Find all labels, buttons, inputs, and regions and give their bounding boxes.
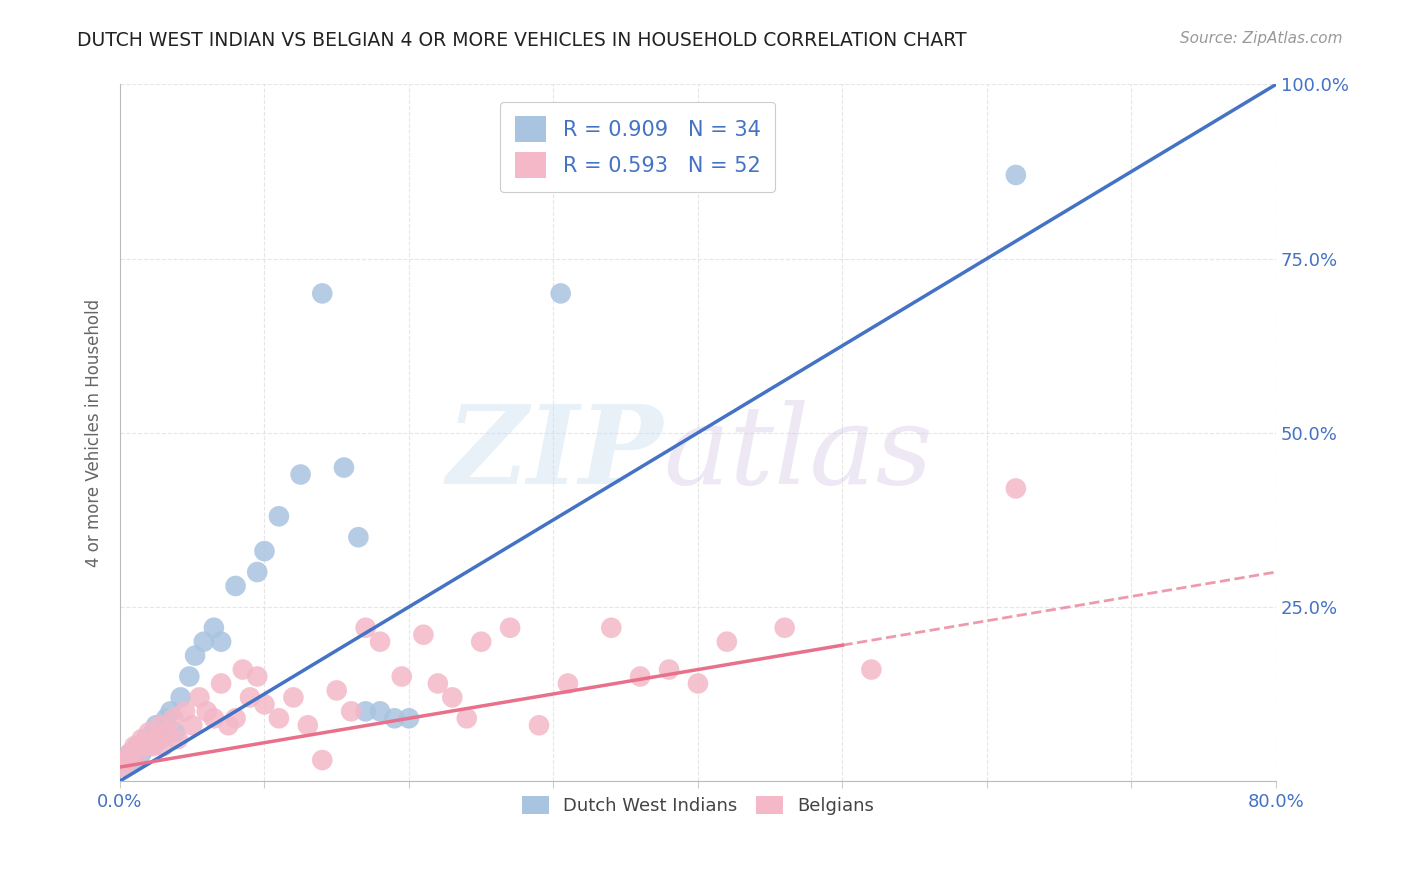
Point bbox=[686, 676, 709, 690]
Point bbox=[112, 760, 135, 774]
Point bbox=[311, 286, 333, 301]
Point bbox=[283, 690, 305, 705]
Point bbox=[184, 648, 207, 663]
Point bbox=[120, 746, 142, 760]
Point bbox=[188, 690, 211, 705]
Point bbox=[166, 732, 188, 747]
Point bbox=[412, 628, 434, 642]
Point bbox=[600, 621, 623, 635]
Y-axis label: 4 or more Vehicles in Household: 4 or more Vehicles in Household bbox=[86, 299, 103, 566]
Point bbox=[131, 746, 153, 760]
Point bbox=[124, 753, 146, 767]
Point bbox=[195, 704, 218, 718]
Point bbox=[149, 732, 172, 747]
Point bbox=[232, 663, 254, 677]
Point bbox=[138, 739, 160, 754]
Point bbox=[156, 725, 179, 739]
Point bbox=[127, 739, 149, 754]
Point bbox=[225, 579, 247, 593]
Point bbox=[115, 753, 138, 767]
Point bbox=[179, 669, 201, 683]
Point bbox=[145, 732, 167, 747]
Point bbox=[470, 634, 492, 648]
Point bbox=[142, 725, 165, 739]
Point bbox=[253, 544, 276, 558]
Legend: Dutch West Indians, Belgians: Dutch West Indians, Belgians bbox=[513, 787, 883, 824]
Point bbox=[297, 718, 319, 732]
Text: atlas: atlas bbox=[664, 400, 934, 508]
Point bbox=[368, 634, 391, 648]
Point bbox=[384, 711, 406, 725]
Point bbox=[1005, 482, 1028, 496]
Text: ZIP: ZIP bbox=[447, 400, 664, 508]
Point bbox=[773, 621, 796, 635]
Point bbox=[152, 739, 174, 754]
Point bbox=[557, 676, 579, 690]
Point bbox=[159, 704, 181, 718]
Point bbox=[193, 634, 215, 648]
Point bbox=[120, 746, 142, 760]
Text: DUTCH WEST INDIAN VS BELGIAN 4 OR MORE VEHICLES IN HOUSEHOLD CORRELATION CHART: DUTCH WEST INDIAN VS BELGIAN 4 OR MORE V… bbox=[77, 31, 967, 50]
Point bbox=[267, 509, 290, 524]
Point bbox=[115, 753, 138, 767]
Point bbox=[267, 711, 290, 725]
Point bbox=[174, 704, 197, 718]
Text: Source: ZipAtlas.com: Source: ZipAtlas.com bbox=[1180, 31, 1343, 46]
Point bbox=[527, 718, 550, 732]
Point bbox=[142, 739, 165, 754]
Point bbox=[209, 676, 232, 690]
Point bbox=[368, 704, 391, 718]
Point bbox=[124, 739, 146, 754]
Point bbox=[169, 690, 191, 705]
Point bbox=[253, 698, 276, 712]
Point bbox=[347, 530, 370, 544]
Point bbox=[181, 718, 204, 732]
Point bbox=[426, 676, 449, 690]
Point bbox=[145, 718, 167, 732]
Point bbox=[246, 565, 269, 579]
Point bbox=[239, 690, 262, 705]
Point bbox=[325, 683, 347, 698]
Point bbox=[391, 669, 413, 683]
Point bbox=[246, 669, 269, 683]
Point bbox=[550, 286, 572, 301]
Point bbox=[149, 718, 172, 732]
Point bbox=[340, 704, 363, 718]
Point bbox=[162, 711, 184, 725]
Point bbox=[202, 711, 225, 725]
Point bbox=[131, 732, 153, 747]
Point bbox=[202, 621, 225, 635]
Point bbox=[658, 663, 681, 677]
Point bbox=[127, 746, 149, 760]
Point bbox=[311, 753, 333, 767]
Point bbox=[138, 725, 160, 739]
Point bbox=[398, 711, 420, 725]
Point bbox=[290, 467, 312, 482]
Point bbox=[333, 460, 356, 475]
Point bbox=[155, 711, 177, 725]
Point bbox=[860, 663, 883, 677]
Point bbox=[441, 690, 464, 705]
Point bbox=[354, 621, 377, 635]
Point bbox=[209, 634, 232, 648]
Point bbox=[716, 634, 738, 648]
Point bbox=[499, 621, 522, 635]
Point bbox=[354, 704, 377, 718]
Point bbox=[456, 711, 478, 725]
Point bbox=[225, 711, 247, 725]
Point bbox=[1005, 168, 1028, 182]
Point bbox=[628, 669, 651, 683]
Point bbox=[217, 718, 239, 732]
Point bbox=[135, 732, 157, 747]
Point bbox=[135, 739, 157, 754]
Point bbox=[163, 725, 186, 739]
Point bbox=[112, 760, 135, 774]
